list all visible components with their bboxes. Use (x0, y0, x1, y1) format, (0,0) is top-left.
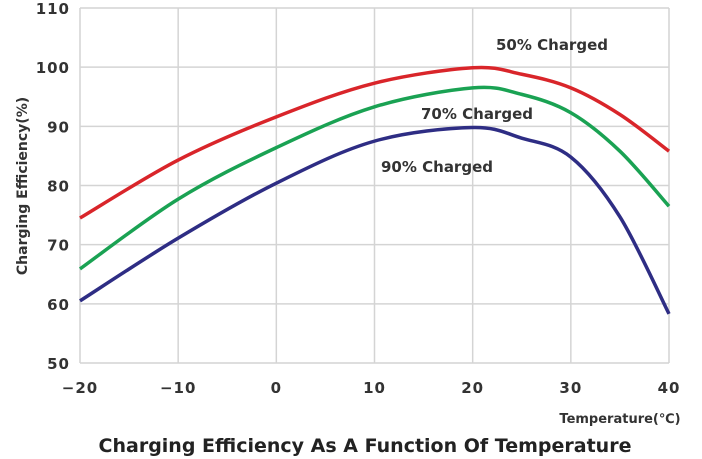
y-tick-label: 50 (47, 355, 70, 373)
y-tick-label: 80 (47, 178, 70, 196)
series-line-3 (79, 125, 671, 315)
series-line-2 (78, 85, 671, 271)
y-axis-label: Charging Efficiency(%) (15, 97, 31, 275)
series-label: 70% Charged (421, 105, 533, 123)
series-line-1 (79, 65, 671, 220)
chart-title: Charging Efficiency As A Function Of Tem… (99, 435, 632, 457)
y-tick-label: 90 (47, 118, 70, 136)
y-tick-label: 110 (36, 0, 70, 18)
x-tick-label: −20 (62, 379, 98, 397)
series-lines (78, 65, 671, 315)
x-tick-label: 10 (363, 379, 386, 397)
x-axis-label: Temperature(℃) (559, 412, 680, 427)
series-labels: 50% Charged 70% Charged 90% Charged (381, 36, 608, 176)
x-tick-label: 20 (461, 379, 484, 397)
ticks: −20 −10 0 10 20 30 40 50 60 70 80 90 100 110 (36, 0, 681, 397)
x-tick-label: 40 (658, 379, 681, 397)
series-label: 50% Charged (496, 36, 608, 54)
series-label: 90% Charged (381, 158, 493, 176)
x-tick-label: 30 (559, 379, 582, 397)
x-tick-label: 0 (271, 379, 282, 397)
y-tick-label: 60 (47, 296, 70, 314)
y-tick-label: 100 (36, 59, 70, 77)
y-tick-label: 70 (47, 237, 70, 255)
x-tick-label: −10 (160, 379, 196, 397)
grid (79, 7, 670, 364)
